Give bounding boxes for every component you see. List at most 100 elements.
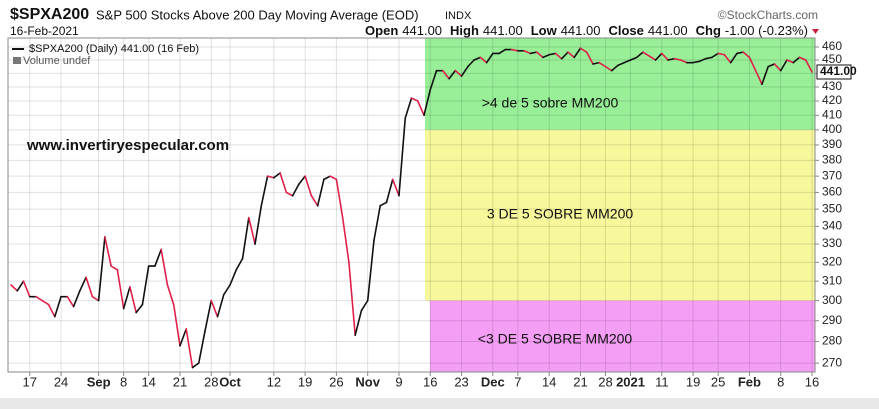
line-segment bbox=[560, 51, 569, 60]
band-label: >4 de 5 sobre MM200 bbox=[482, 95, 619, 111]
line-segment bbox=[191, 362, 200, 369]
x-tick-label: Dec bbox=[481, 374, 505, 389]
ohlc-value: 441.00 bbox=[402, 23, 442, 38]
x-tick-label: 28 bbox=[204, 374, 218, 389]
line-segment bbox=[85, 276, 94, 298]
line-segment bbox=[204, 299, 213, 332]
line-segment bbox=[316, 178, 325, 207]
x-tick-label: 14 bbox=[542, 374, 556, 389]
x-tick-label: 21 bbox=[173, 374, 187, 389]
line-segment bbox=[423, 88, 432, 117]
line-segment bbox=[97, 236, 106, 302]
y-tick-label: 350 bbox=[822, 201, 842, 215]
y-tick-label: 400 bbox=[822, 122, 842, 136]
brand: ©StockCharts.com bbox=[718, 8, 818, 22]
x-tick-label: 16 bbox=[805, 374, 819, 389]
x-tick-label: Nov bbox=[355, 374, 380, 389]
x-tick-label: 21 bbox=[573, 374, 587, 389]
line-segment bbox=[385, 178, 394, 204]
line-segment bbox=[41, 299, 50, 306]
line-segment bbox=[792, 56, 801, 64]
line-segment bbox=[542, 53, 550, 59]
y-tick-label: 310 bbox=[822, 273, 842, 287]
line-segment bbox=[298, 175, 306, 186]
x-tick-label: 8 bbox=[777, 374, 784, 389]
legend-entry: $SPXA200 (Daily) 441.00 (16 Feb) bbox=[29, 43, 199, 55]
line-segment bbox=[160, 248, 169, 286]
line-segment bbox=[798, 56, 807, 61]
line-segment bbox=[416, 100, 425, 117]
line-segment bbox=[16, 280, 25, 292]
ohlc: Open 441.00 High 441.00 Low 441.00 Close 441.00… bbox=[365, 23, 808, 38]
line-segment bbox=[729, 52, 738, 64]
x-tick-label: Oct bbox=[219, 374, 241, 389]
line-segment bbox=[335, 178, 344, 219]
ohlc-value: 441.00 bbox=[483, 23, 523, 38]
line-segment bbox=[535, 51, 544, 59]
line-segment bbox=[185, 328, 194, 369]
line-segment bbox=[704, 56, 713, 60]
line-segment bbox=[410, 97, 419, 102]
line-segment bbox=[698, 57, 707, 63]
line-segment bbox=[360, 299, 369, 312]
line-segment bbox=[279, 172, 288, 194]
line-segment bbox=[341, 216, 350, 264]
x-tick-label: 19 bbox=[686, 374, 700, 389]
line-segment bbox=[197, 330, 206, 364]
line-segment bbox=[235, 257, 244, 271]
line-segment bbox=[448, 69, 457, 80]
y-tick-label: 300 bbox=[822, 293, 842, 307]
line-segment bbox=[210, 299, 219, 318]
line-segment bbox=[717, 52, 726, 56]
last-value-label: 441.00 bbox=[820, 64, 857, 78]
line-segment bbox=[241, 216, 250, 260]
line-segment bbox=[642, 51, 651, 57]
y-tick-label: 450 bbox=[822, 52, 842, 66]
y-tick-label: 460 bbox=[822, 39, 842, 53]
line-segment bbox=[366, 239, 375, 302]
line-segment bbox=[310, 194, 319, 207]
line-segment bbox=[66, 295, 75, 308]
y-tick-label: 320 bbox=[822, 254, 842, 268]
ohlc-value: 441.00 bbox=[561, 23, 601, 38]
line-segment bbox=[373, 204, 382, 242]
description: S&P 500 Stocks Above 200 Day Moving Aver… bbox=[96, 7, 419, 22]
line-segment bbox=[754, 69, 763, 86]
line-segment bbox=[617, 61, 626, 67]
legend-entry: Volume undef bbox=[23, 55, 91, 67]
last-value-box bbox=[816, 64, 852, 80]
line-segment bbox=[736, 51, 744, 55]
x-tick-label: 25 bbox=[711, 374, 725, 389]
line-segment bbox=[47, 303, 56, 318]
line-segment bbox=[129, 286, 137, 314]
ohlc-label: Low bbox=[531, 23, 558, 38]
ohlc-value: 441.00 bbox=[648, 23, 688, 38]
x-tick-label: 2021 bbox=[616, 374, 645, 389]
y-tick-label: 270 bbox=[822, 355, 842, 369]
legend-icon bbox=[13, 57, 21, 64]
line-segment bbox=[260, 175, 269, 207]
line-segment bbox=[285, 191, 294, 197]
ohlc-label: Chg bbox=[696, 23, 721, 38]
x-tick-label: 14 bbox=[141, 374, 155, 389]
line-segment bbox=[166, 284, 175, 306]
line-segment bbox=[529, 51, 538, 55]
ohlc-value: -1.00 (-0.23%) bbox=[725, 23, 808, 38]
line-segment bbox=[567, 51, 576, 59]
line-segment bbox=[742, 51, 751, 59]
line-segment bbox=[22, 280, 31, 298]
line-segment bbox=[711, 52, 719, 59]
line-segment bbox=[229, 268, 238, 286]
ohlc-label: Close bbox=[608, 23, 643, 38]
line-segment bbox=[222, 284, 231, 296]
line-segment bbox=[379, 201, 388, 207]
plot: >4 de 5 sobre MM200 3 DE 5 SOBRE MM200 <3 … bbox=[8, 38, 857, 389]
line-segment bbox=[304, 175, 313, 197]
x-tick-label: 12 bbox=[267, 374, 281, 389]
line-segment bbox=[479, 56, 488, 64]
line-segment bbox=[692, 60, 701, 64]
line-segment bbox=[773, 63, 782, 72]
plot-frame bbox=[7, 37, 816, 373]
line-segment bbox=[610, 64, 619, 72]
